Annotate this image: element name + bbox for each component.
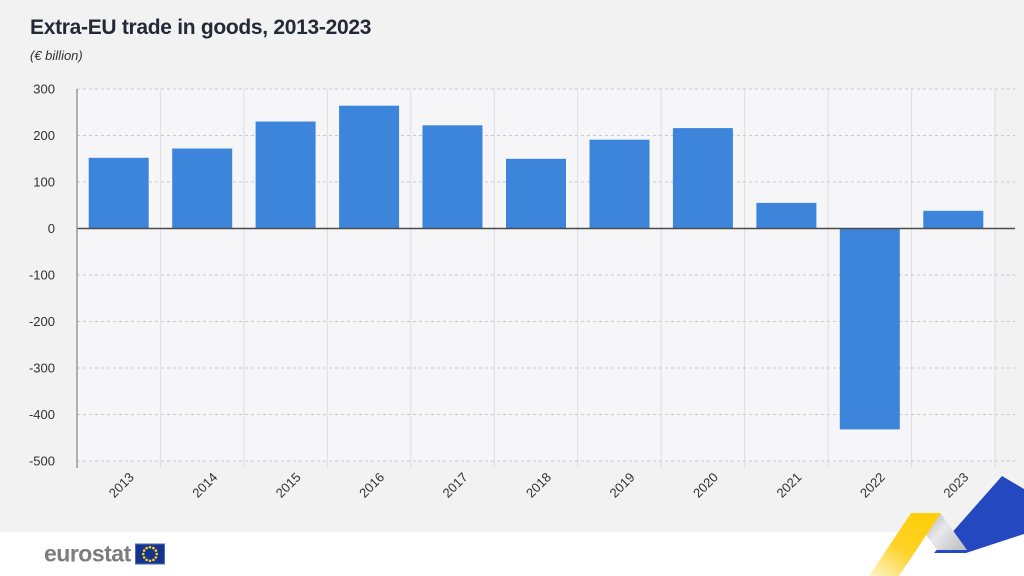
bar-2014[interactable] <box>172 148 233 229</box>
page-title: Extra-EU trade in goods, 2013-2023 <box>30 16 372 39</box>
eu-flag-star <box>151 546 155 550</box>
bar-2021[interactable] <box>756 202 817 229</box>
x-tick-label-2019: 2019 <box>607 470 638 501</box>
y-tick-label--100: -100 <box>29 268 55 283</box>
eu-flag-star <box>155 552 158 556</box>
eurostat-logo: eurostat <box>44 540 165 567</box>
bar-2013[interactable] <box>88 157 149 229</box>
eu-flag-star <box>154 549 157 552</box>
eu-flag-star <box>142 556 146 559</box>
eu-flag-star <box>141 552 145 556</box>
y-tick-label--500: -500 <box>29 454 55 469</box>
eu-flag-star <box>142 549 146 552</box>
eu-flag-star <box>148 545 152 549</box>
x-tick-label-2016: 2016 <box>356 470 387 501</box>
y-tick-label-300: 300 <box>33 82 55 97</box>
eurostat-logo-text: eurostat <box>44 540 131 567</box>
x-tick-label-2017: 2017 <box>440 470 471 501</box>
y-tick-label--200: -200 <box>29 314 55 329</box>
y-tick-label--300: -300 <box>29 361 55 376</box>
footer-band: eurostat <box>0 532 1024 576</box>
bar-2022[interactable] <box>839 228 900 430</box>
y-tick-label--400: -400 <box>29 407 55 422</box>
bar-chart: 300 200 100 0 -100 -200 -300 -400 -500 2013 2014 20… <box>29 82 1015 501</box>
x-tick-label-2022: 2022 <box>857 470 888 501</box>
x-tick-label-2021: 2021 <box>773 470 804 501</box>
eu-flag-star <box>145 546 148 550</box>
bar-2018[interactable] <box>506 158 566 229</box>
bar-2016[interactable] <box>339 105 400 229</box>
eu-flag-star <box>154 556 157 559</box>
x-tick-label-2023: 2023 <box>940 470 971 501</box>
x-tick-label-2014: 2014 <box>189 470 220 501</box>
y-tick-label-0: 0 <box>48 221 55 236</box>
x-tick-label-2018: 2018 <box>523 470 554 501</box>
y-tick-label-200: 200 <box>33 128 55 143</box>
eu-flag-stars <box>141 545 158 563</box>
eu-flag-star <box>145 558 148 562</box>
bar-2020[interactable] <box>672 128 733 229</box>
x-tick-label-2020: 2020 <box>690 470 721 501</box>
eu-flag-star <box>151 558 155 562</box>
bar-2023[interactable] <box>923 210 984 229</box>
eu-flag-field <box>134 543 165 565</box>
bar-2015[interactable] <box>255 121 316 229</box>
x-tick-label-2015: 2015 <box>273 470 304 501</box>
bar-2017[interactable] <box>422 125 483 229</box>
chart-unit-subtitle: (€ billion) <box>30 48 83 63</box>
bar-2019[interactable] <box>589 139 650 229</box>
eu-flag-star <box>148 559 152 563</box>
eu-flag-icon <box>134 543 165 565</box>
y-tick-label-100: 100 <box>33 175 55 190</box>
x-tick-label-2013: 2013 <box>106 470 137 501</box>
